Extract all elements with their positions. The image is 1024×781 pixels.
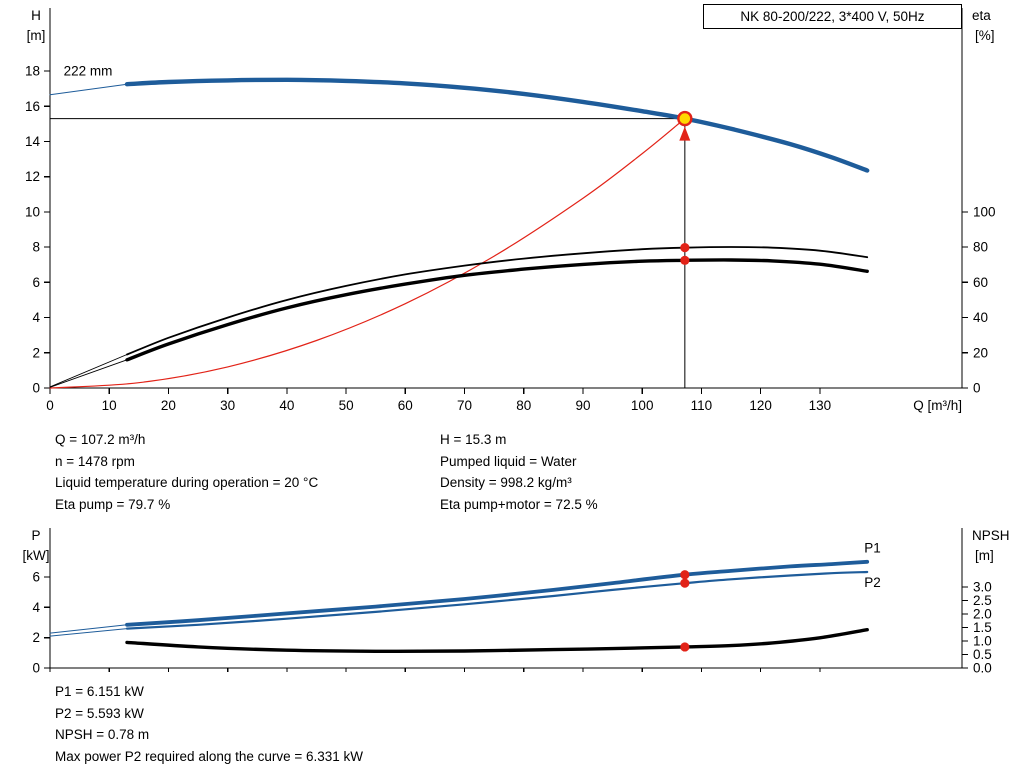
x-tick-label: 10 [102, 398, 117, 413]
y-left-tick-label: 18 [25, 64, 40, 79]
y-right-axis-unit: [%] [975, 28, 995, 43]
density-line: Density = 998.2 kg/m³ [440, 475, 572, 490]
duty-point-dot [680, 570, 690, 580]
npsh-value-line: NPSH = 0.78 m [55, 727, 150, 742]
y-left-tick-label: 10 [25, 204, 40, 219]
y-left-axis-unit: [m] [27, 28, 46, 43]
y-left-tick-label: 16 [25, 99, 40, 114]
duty-point-dot [680, 243, 690, 253]
eta-pump-curve [126, 246, 869, 356]
y-left-tick-label: 12 [25, 169, 40, 184]
p1-value-line: P1 = 6.151 kW [55, 684, 144, 699]
x-tick-label: 40 [279, 398, 294, 413]
p1-curve [125, 559, 870, 627]
x-tick-label: 50 [339, 398, 354, 413]
y-left-tick-label: 4 [32, 600, 40, 615]
p2-value-line: P2 = 5.593 kW [55, 705, 144, 721]
max-power-line: Max power P2 required along the curve = … [55, 748, 364, 764]
y-left-tick-label: 2 [32, 345, 40, 360]
y-right-tick-label: 20 [973, 345, 988, 360]
flow-value-line: Q = 107.2 m³/h [55, 432, 146, 447]
p1-lead-line [49, 624, 128, 634]
y-right-tick-label: 3.0 [973, 580, 992, 595]
x-tick-label: 110 [691, 398, 713, 413]
x-tick-label: 30 [220, 398, 235, 413]
y-right-tick-label: 2.0 [973, 607, 992, 622]
y-left-tick-label: 2 [32, 630, 40, 645]
x-tick-label: 0 [46, 398, 54, 413]
liquid-temperature-line: Liquid temperature during operation = 20… [55, 475, 319, 490]
x-tick-label: 100 [631, 398, 654, 413]
speed-value-line: n = 1478 rpm [55, 453, 135, 469]
operating-point-marker [677, 110, 693, 127]
y-right-tick-label: 0.5 [973, 647, 992, 662]
eta-pump-line: Eta pump = 79.7 % [55, 496, 171, 512]
y-left-tick-label: 6 [32, 570, 40, 585]
x-tick-label: 70 [457, 398, 472, 413]
duty-point-dot [680, 255, 690, 265]
eta-pump-motor-line: Eta pump+motor = 72.5 % [440, 496, 598, 512]
head-lead-line [49, 83, 128, 96]
x-tick-label: 20 [161, 398, 176, 413]
eta-pump-lead-line [49, 354, 128, 388]
duty-info-column-2: H = 15.3 m Pumped liquid = Water Density… [440, 429, 598, 515]
duty-info-column-1: Q = 107.2 m³/h n = 1478 rpm Liquid tempe… [55, 429, 318, 515]
y-right-tick-label: 100 [973, 204, 996, 219]
y-right-axis-unit: [m] [975, 548, 994, 563]
y-right-tick-label: 80 [973, 240, 988, 255]
y-left-axis-unit: [kW] [23, 548, 50, 563]
y-right-tick-label: 0 [973, 381, 981, 396]
y-right-axis-title: eta [972, 8, 991, 23]
pumped-liquid-line: Pumped liquid = Water [440, 453, 577, 469]
y-left-axis-title: H [31, 8, 41, 23]
power-info-block: P1 = 6.151 kW P2 = 5.593 kW NPSH = 0.78 … [55, 681, 363, 767]
duty-point-dot [680, 642, 690, 652]
curve-label: P1 [864, 541, 881, 556]
duty-point-dot [680, 578, 690, 588]
eta-pump-motor-lead-line [49, 359, 128, 388]
y-right-tick-label: 2.5 [973, 593, 992, 608]
x-tick-label: 80 [516, 398, 531, 413]
y-left-tick-label: 0 [32, 381, 40, 396]
y-right-axis-title: NPSH [972, 528, 1010, 543]
y-right-tick-label: 60 [973, 275, 988, 290]
system-curve [49, 118, 686, 389]
y-right-tick-label: 0.0 [973, 661, 992, 676]
y-left-tick-label: 6 [32, 275, 40, 290]
npsh-curve [125, 628, 869, 654]
y-left-axis-title: P [31, 528, 40, 543]
x-tick-label: 130 [809, 398, 832, 413]
x-tick-label: 90 [575, 398, 590, 413]
x-axis-title: Q [m³/h] [913, 398, 962, 413]
y-left-tick-label: 0 [32, 661, 40, 676]
y-right-tick-label: 1.0 [973, 634, 992, 649]
eta-pump-motor-curve [125, 258, 869, 362]
head-curve [124, 77, 870, 173]
head-value-line: H = 15.3 m [440, 432, 507, 447]
curve-label: 222 mm [64, 63, 113, 78]
y-left-tick-label: 8 [32, 240, 40, 255]
system-curve-arrow-icon [679, 126, 691, 141]
p2-lead-line [49, 628, 128, 637]
x-tick-label: 120 [749, 398, 772, 413]
y-left-tick-label: 14 [25, 134, 41, 149]
y-left-tick-label: 4 [32, 310, 40, 325]
x-tick-label: 60 [398, 398, 413, 413]
pump-designation-box: NK 80-200/222, 3*400 V, 50Hz [703, 4, 962, 29]
y-right-tick-label: 40 [973, 310, 988, 325]
y-right-tick-label: 1.5 [973, 620, 992, 635]
p2-curve [125, 570, 869, 630]
curve-label: P2 [864, 575, 881, 590]
